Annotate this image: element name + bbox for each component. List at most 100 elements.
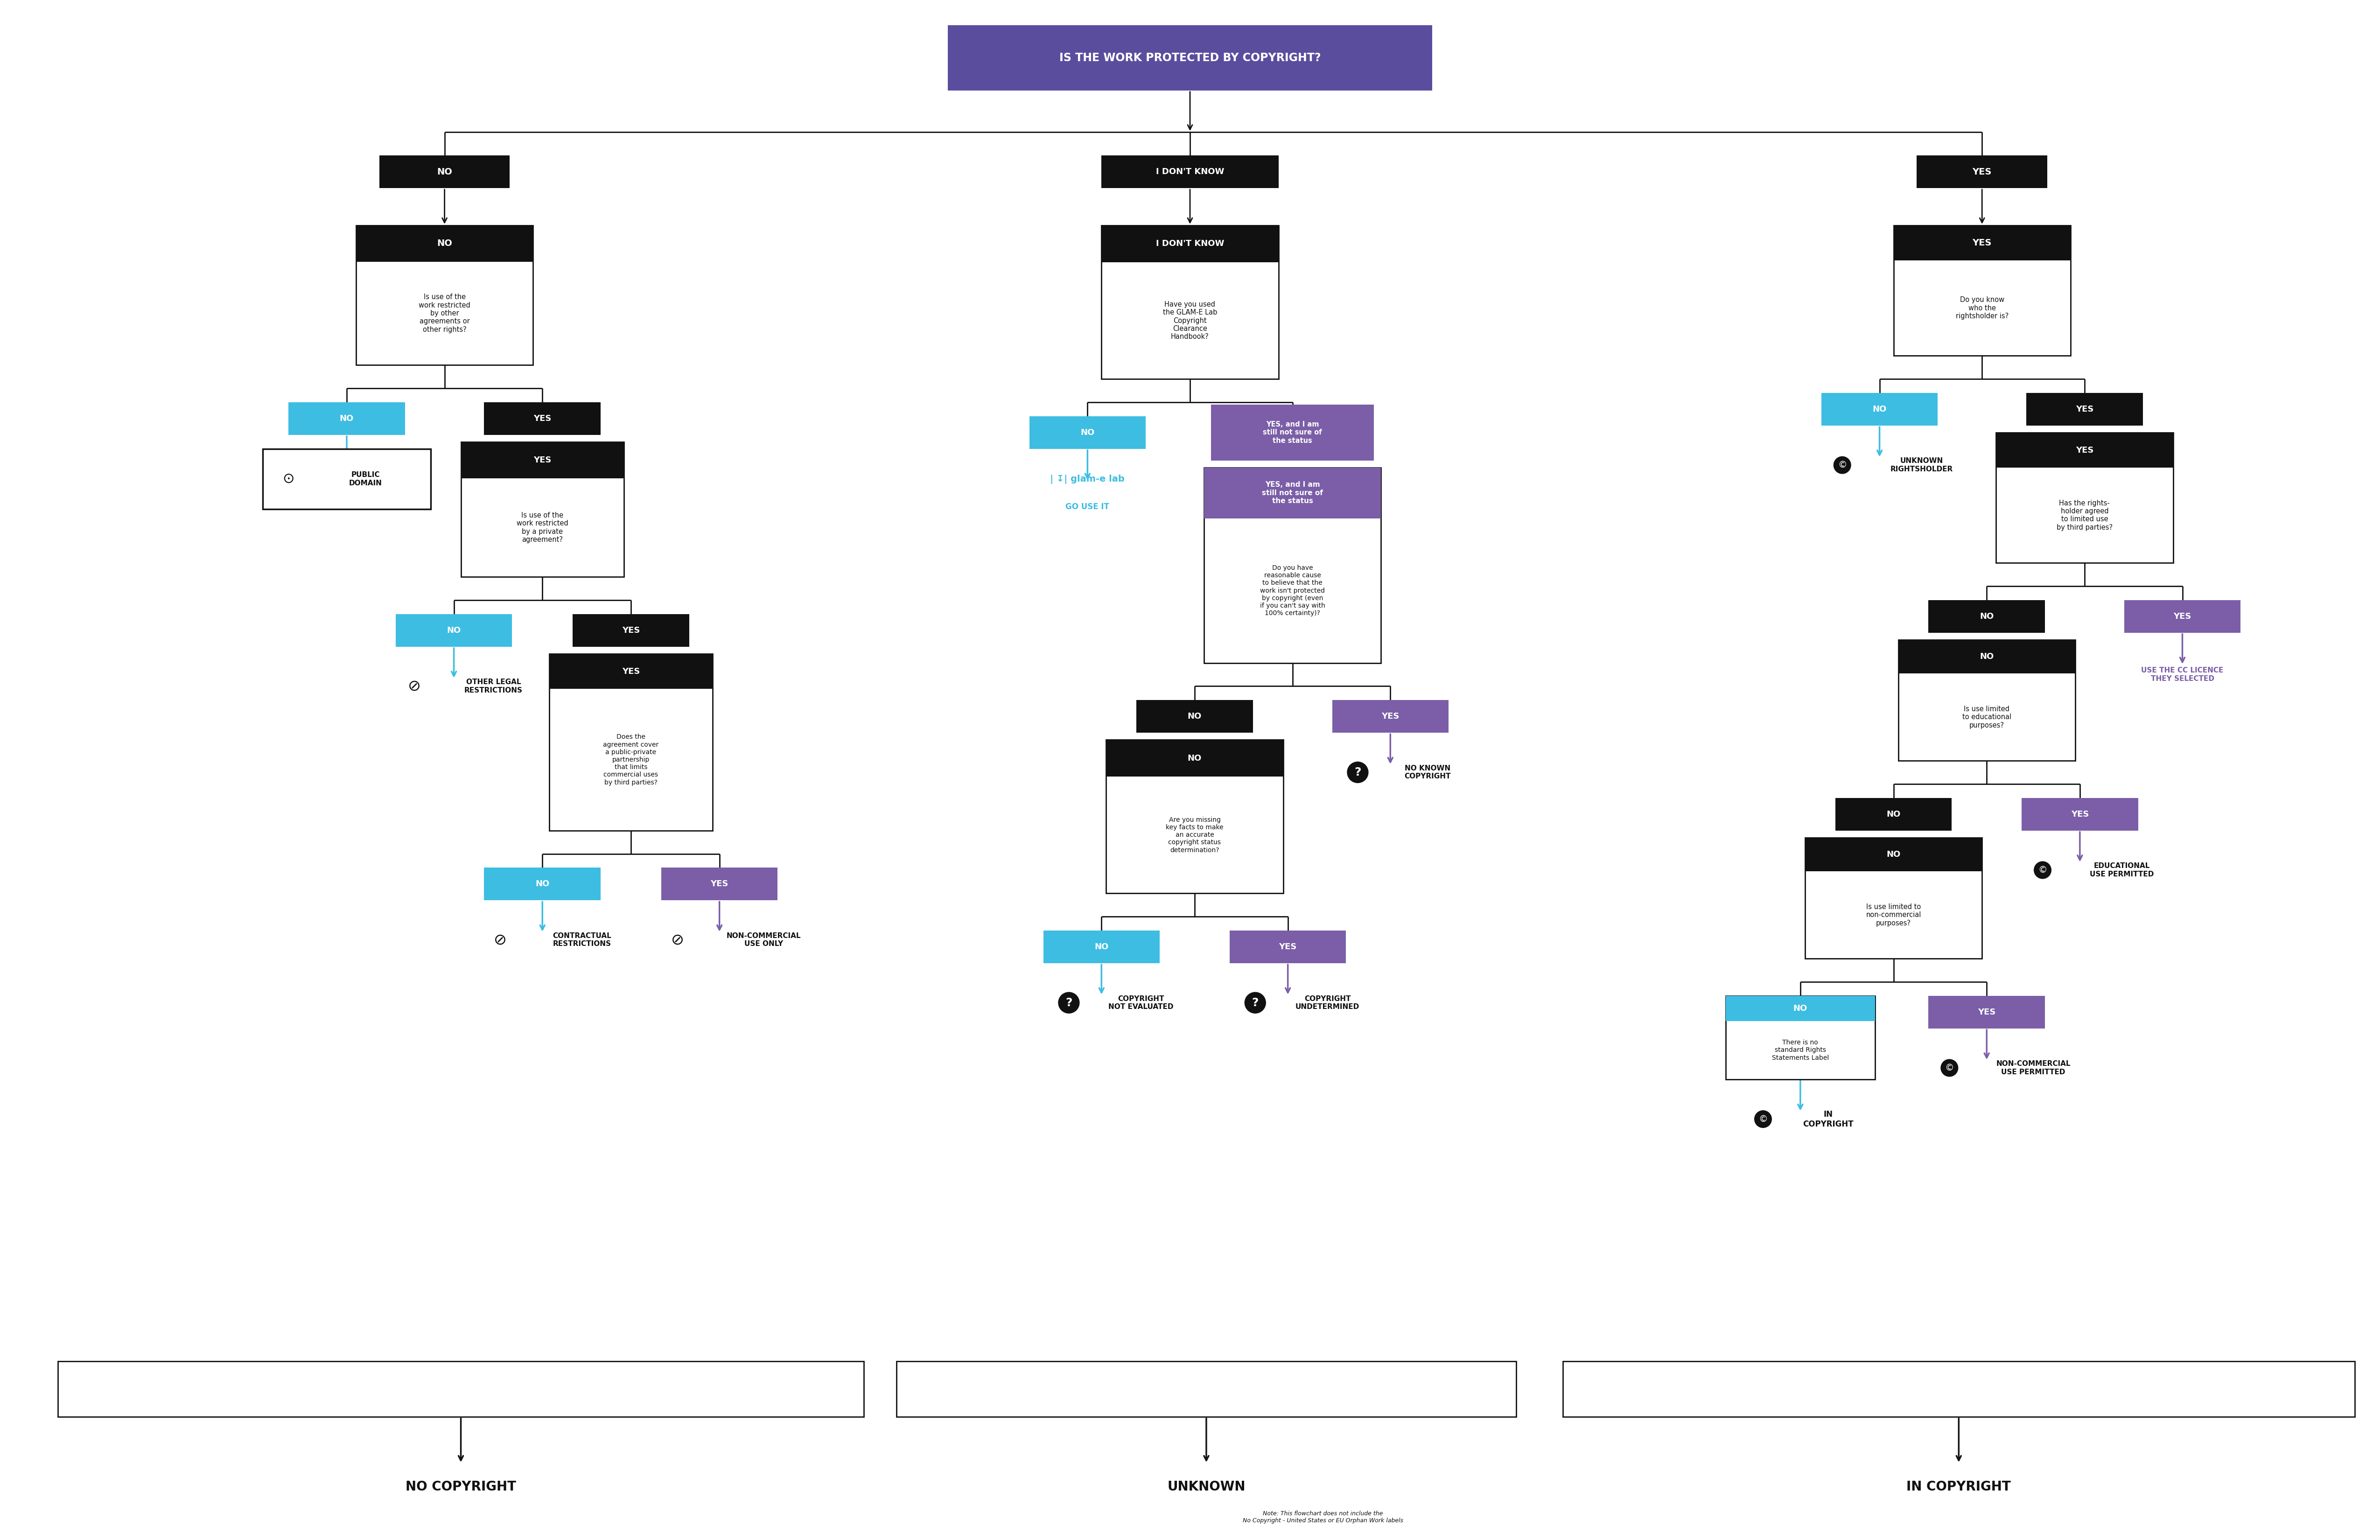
- FancyBboxPatch shape: [1899, 639, 2075, 673]
- Text: I DON'T KNOW: I DON'T KNOW: [1157, 168, 1223, 176]
- FancyBboxPatch shape: [1042, 930, 1159, 962]
- FancyBboxPatch shape: [947, 25, 1433, 91]
- Text: ?: ?: [1252, 996, 1259, 1009]
- Text: YES: YES: [1380, 713, 1399, 721]
- Text: Note: This flowchart does not include the
No Copyright - United States or EU Orp: Note: This flowchart does not include th…: [1242, 1511, 1404, 1523]
- FancyBboxPatch shape: [1135, 701, 1252, 733]
- Text: YES: YES: [621, 667, 640, 676]
- Text: USE THE CC LICENCE
THEY SELECTED: USE THE CC LICENCE THEY SELECTED: [2142, 667, 2223, 682]
- FancyBboxPatch shape: [550, 653, 712, 830]
- Text: YES: YES: [712, 879, 728, 889]
- Text: NO: NO: [536, 879, 550, 889]
- Text: YES: YES: [1278, 942, 1297, 952]
- Text: Are you missing
key facts to make
an accurate
copyright status
determination?: Are you missing key facts to make an acc…: [1166, 816, 1223, 853]
- Text: ?: ?: [1064, 995, 1073, 1010]
- Text: ⊙: ⊙: [283, 473, 295, 485]
- Text: ?: ?: [1250, 995, 1259, 1010]
- FancyBboxPatch shape: [462, 442, 624, 479]
- Text: Do you have
reasonable cause
to believe that the
work isn't protected
by copyrig: Do you have reasonable cause to believe …: [1259, 565, 1326, 616]
- FancyBboxPatch shape: [395, 614, 512, 647]
- Text: NO: NO: [447, 627, 462, 634]
- FancyBboxPatch shape: [1894, 225, 2071, 260]
- Text: | ↧| glam-e lab: | ↧| glam-e lab: [1050, 474, 1126, 484]
- Text: YES: YES: [621, 627, 640, 634]
- Text: NON-COMMERCIAL
USE ONLY: NON-COMMERCIAL USE ONLY: [726, 932, 802, 947]
- Text: NO: NO: [1188, 755, 1202, 762]
- Text: NO: NO: [340, 414, 355, 424]
- Text: ©: ©: [2037, 865, 2047, 875]
- Text: YES: YES: [2075, 405, 2094, 413]
- Text: IN
COPYRIGHT: IN COPYRIGHT: [1804, 1110, 1854, 1129]
- Text: NON-COMMERCIAL
USE PERMITTED: NON-COMMERCIAL USE PERMITTED: [1997, 1061, 2071, 1075]
- Text: NO: NO: [1887, 810, 1902, 818]
- Text: I DON'T KNOW: I DON'T KNOW: [1157, 240, 1223, 248]
- FancyBboxPatch shape: [1107, 739, 1283, 776]
- Text: ©: ©: [1835, 459, 1849, 471]
- Text: ⊘: ⊘: [495, 932, 507, 947]
- Text: IS THE WORK PROTECTED BY COPYRIGHT?: IS THE WORK PROTECTED BY COPYRIGHT?: [1059, 52, 1321, 63]
- FancyBboxPatch shape: [1835, 798, 1952, 830]
- Text: ©: ©: [2035, 864, 2049, 876]
- FancyBboxPatch shape: [1804, 838, 1983, 958]
- Text: NO: NO: [1792, 1004, 1806, 1012]
- FancyBboxPatch shape: [1804, 838, 1983, 872]
- FancyBboxPatch shape: [1916, 156, 2047, 188]
- Text: Have you used
the GLAM-E Lab
Copyright
Clearance
Handbook?: Have you used the GLAM-E Lab Copyright C…: [1164, 300, 1216, 340]
- Text: NO: NO: [1980, 613, 1994, 621]
- Text: ?: ?: [1354, 767, 1361, 778]
- FancyBboxPatch shape: [288, 402, 405, 434]
- FancyBboxPatch shape: [1564, 1361, 2354, 1417]
- FancyBboxPatch shape: [1102, 225, 1278, 262]
- Text: NO: NO: [1188, 713, 1202, 721]
- FancyBboxPatch shape: [1726, 996, 1875, 1080]
- Text: UNKNOWN: UNKNOWN: [1166, 1480, 1245, 1494]
- Text: Is use of the
work restricted
by a private
agreement?: Is use of the work restricted by a priva…: [516, 511, 569, 544]
- Text: YES: YES: [1978, 1007, 1997, 1016]
- Text: YES: YES: [2075, 447, 2094, 454]
- FancyBboxPatch shape: [1726, 996, 1875, 1021]
- Text: PUBLIC
DOMAIN: PUBLIC DOMAIN: [350, 471, 381, 487]
- FancyBboxPatch shape: [378, 156, 509, 188]
- Text: OTHER LEGAL
RESTRICTIONS: OTHER LEGAL RESTRICTIONS: [464, 679, 524, 695]
- Text: Has the rights-
holder agreed
to limited use
by third parties?: Has the rights- holder agreed to limited…: [2056, 499, 2113, 531]
- FancyBboxPatch shape: [1997, 433, 2173, 468]
- Text: ©: ©: [1944, 1064, 1954, 1072]
- Text: Does the
agreement cover
a public-private
partnership
that limits
commercial use: Does the agreement cover a public-privat…: [602, 735, 659, 785]
- Text: NO: NO: [1980, 653, 1994, 661]
- Text: There is no
standard Rights
Statements Label: There is no standard Rights Statements L…: [1771, 1040, 1828, 1061]
- Text: COPYRIGHT
NOT EVALUATED: COPYRIGHT NOT EVALUATED: [1109, 995, 1173, 1010]
- Text: YES: YES: [1973, 168, 1992, 176]
- Text: CONTRACTUAL
RESTRICTIONS: CONTRACTUAL RESTRICTIONS: [552, 932, 612, 947]
- FancyBboxPatch shape: [462, 442, 624, 578]
- FancyBboxPatch shape: [1211, 405, 1373, 460]
- Text: YES, and I am
still not sure of
the status: YES, and I am still not sure of the stat…: [1264, 420, 1321, 444]
- Text: YES, and I am
still not sure of
the status: YES, and I am still not sure of the stat…: [1261, 480, 1323, 505]
- Text: Do you know
who the
rightsholder is?: Do you know who the rightsholder is?: [1956, 297, 2009, 320]
- FancyBboxPatch shape: [1997, 433, 2173, 562]
- FancyBboxPatch shape: [574, 614, 690, 647]
- FancyBboxPatch shape: [1230, 930, 1347, 962]
- FancyBboxPatch shape: [483, 402, 600, 434]
- FancyBboxPatch shape: [2021, 798, 2137, 830]
- Text: NO KNOWN
COPYRIGHT: NO KNOWN COPYRIGHT: [1404, 765, 1452, 779]
- FancyBboxPatch shape: [947, 25, 1433, 91]
- Text: COPYRIGHT
UNDETERMINED: COPYRIGHT UNDETERMINED: [1295, 995, 1359, 1010]
- FancyBboxPatch shape: [2025, 393, 2142, 425]
- FancyBboxPatch shape: [1102, 156, 1278, 188]
- FancyBboxPatch shape: [57, 1361, 864, 1417]
- Text: ⊘: ⊘: [671, 932, 683, 947]
- FancyBboxPatch shape: [897, 1361, 1516, 1417]
- Text: ⊘: ⊘: [407, 679, 421, 695]
- Text: NO: NO: [1887, 850, 1902, 859]
- FancyBboxPatch shape: [1204, 468, 1380, 519]
- Text: NO COPYRIGHT: NO COPYRIGHT: [405, 1480, 516, 1494]
- Text: ?: ?: [1352, 764, 1364, 781]
- FancyBboxPatch shape: [1821, 393, 1937, 425]
- FancyBboxPatch shape: [1107, 739, 1283, 893]
- Text: NO: NO: [1095, 942, 1109, 952]
- FancyBboxPatch shape: [2123, 601, 2240, 633]
- FancyBboxPatch shape: [262, 448, 431, 510]
- Text: ©: ©: [1759, 1115, 1768, 1124]
- FancyBboxPatch shape: [1928, 601, 2044, 633]
- Text: YES: YES: [533, 456, 552, 464]
